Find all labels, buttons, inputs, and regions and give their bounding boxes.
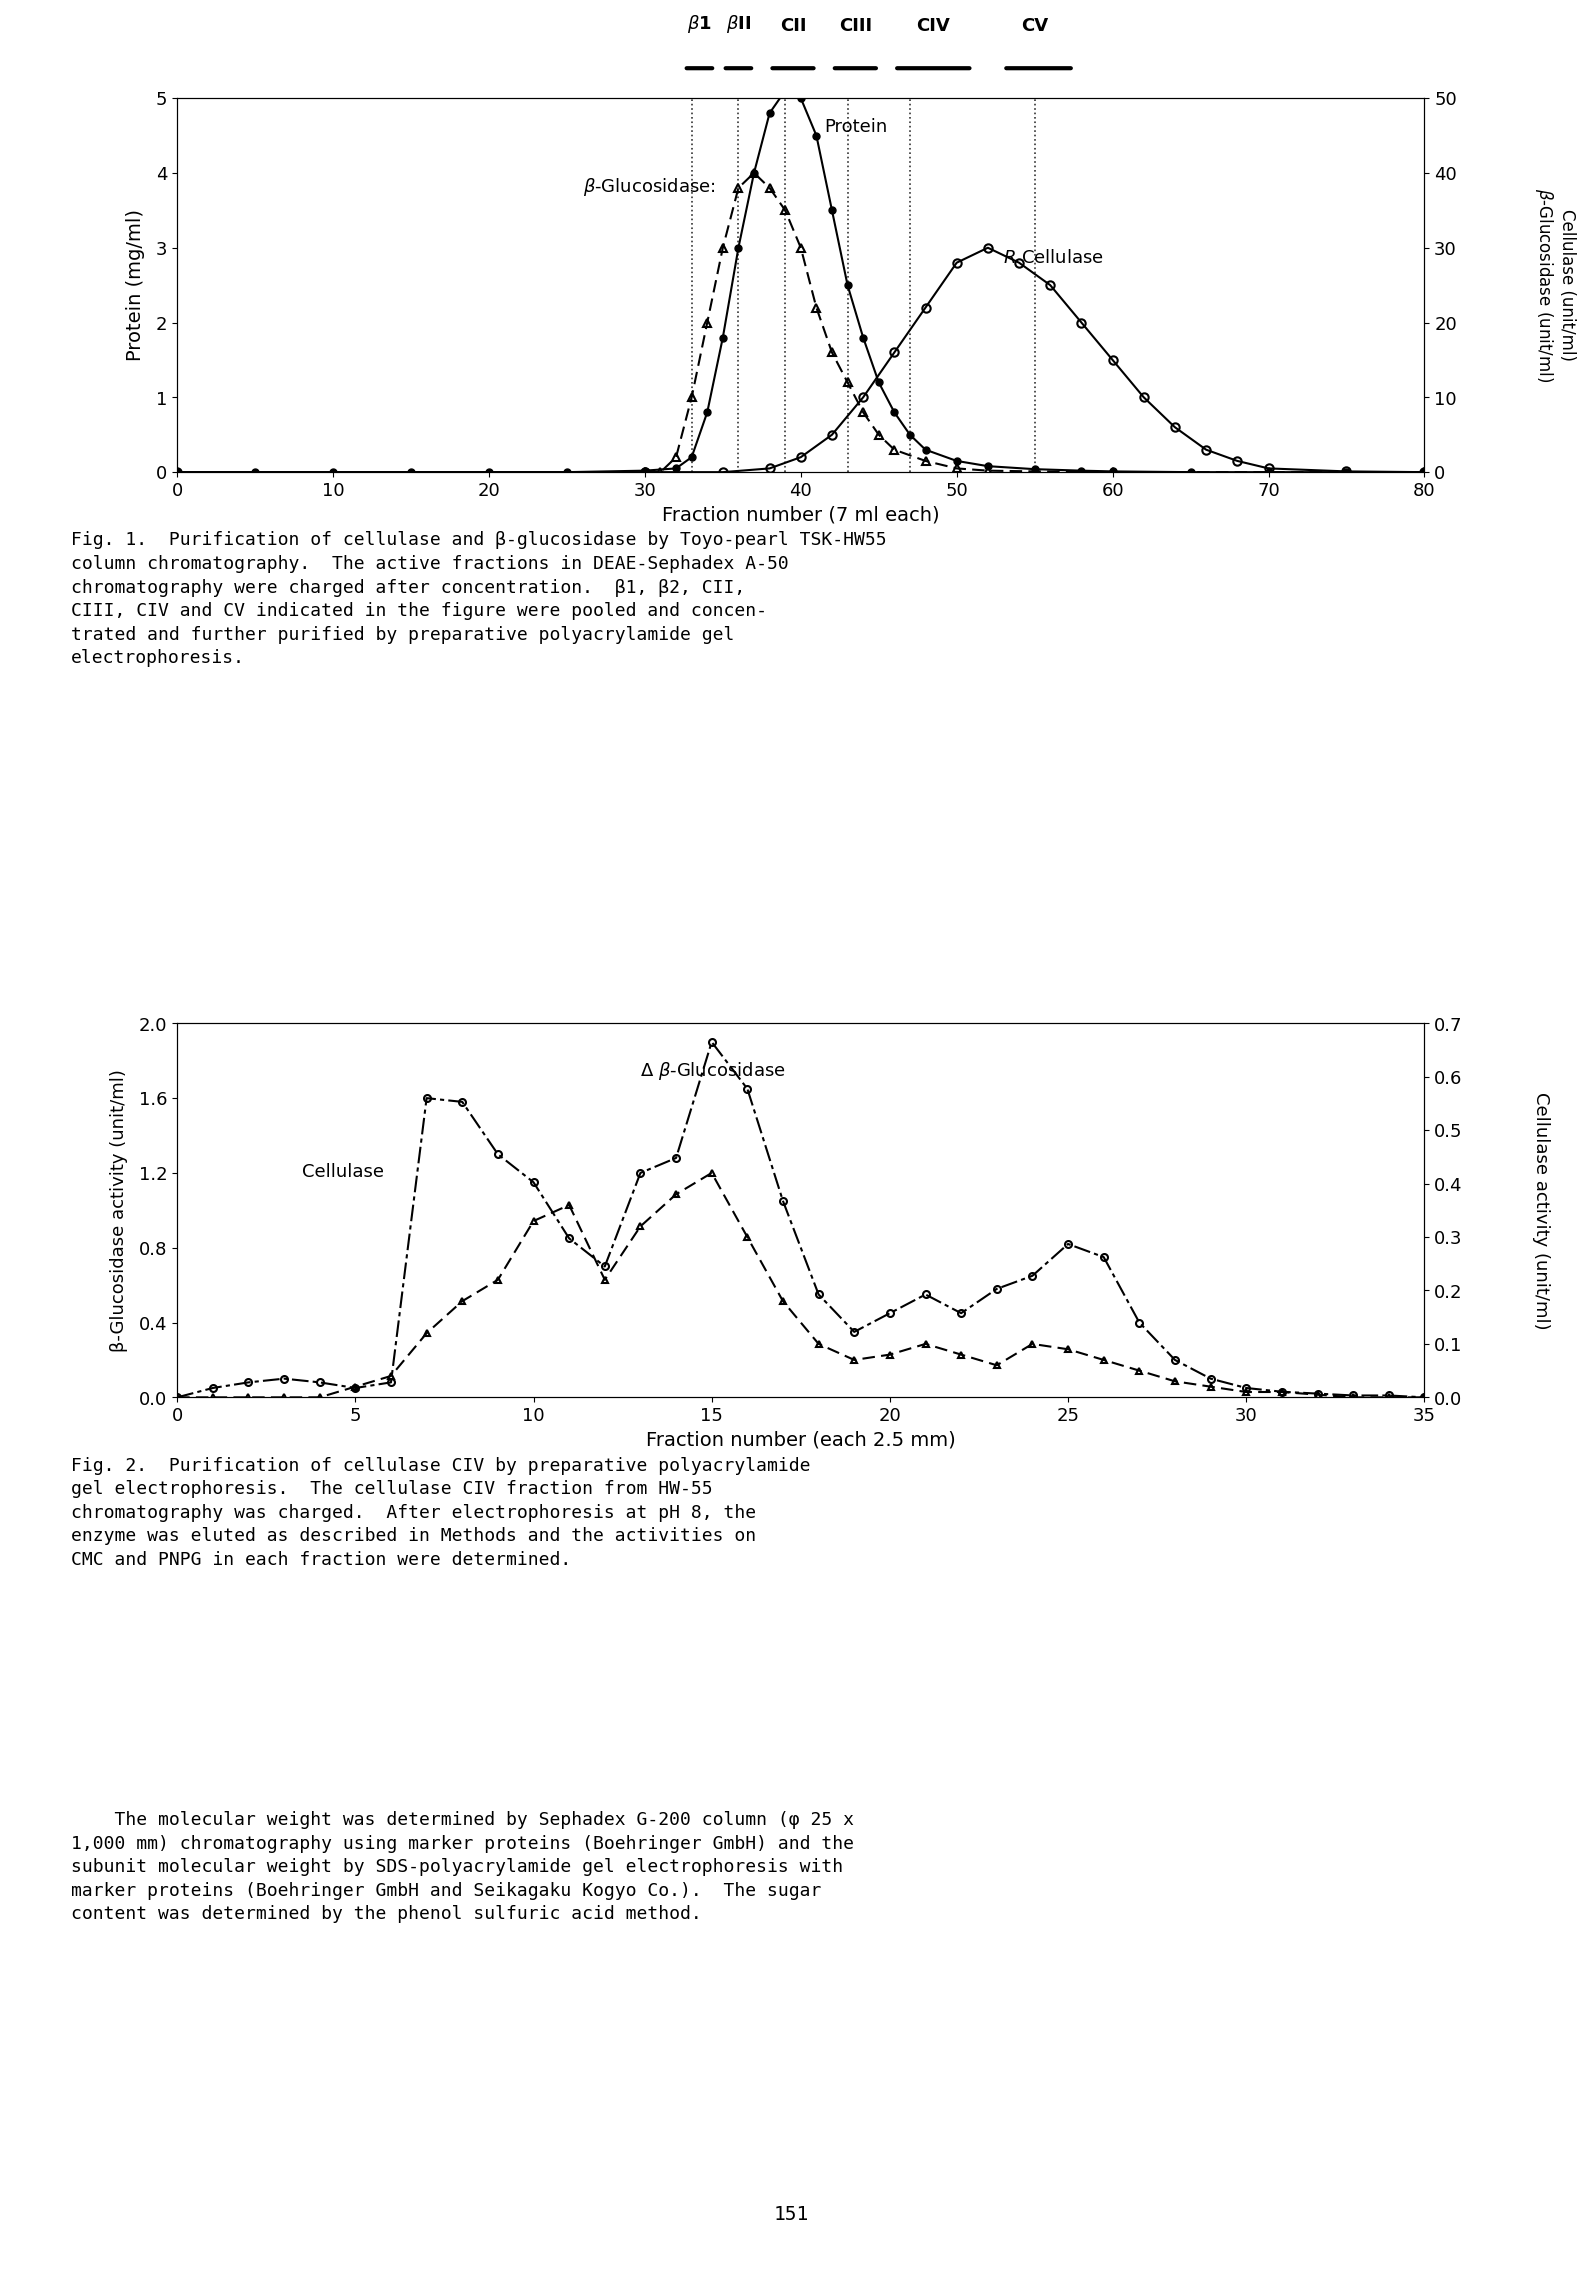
- Text: CIV: CIV: [915, 16, 950, 34]
- Text: CIII: CIII: [838, 16, 871, 34]
- Y-axis label: Cellulase (unit/ml)
$\beta$-Glucosidase (unit/ml): Cellulase (unit/ml) $\beta$-Glucosidase …: [1532, 188, 1576, 383]
- Text: Fig. 2.  Purification of cellulase CIV by preparative polyacrylamide
gel electro: Fig. 2. Purification of cellulase CIV by…: [71, 1457, 809, 1568]
- Text: Protein: Protein: [824, 118, 887, 136]
- Text: $\beta$-Glucosidase:: $\beta$-Glucosidase:: [582, 177, 715, 197]
- Text: 151: 151: [773, 2205, 808, 2224]
- Text: $\Delta$ $\beta$-Glucosidase: $\Delta$ $\beta$-Glucosidase: [640, 1060, 786, 1082]
- Text: CV: CV: [1020, 16, 1048, 34]
- Y-axis label: Protein (mg/ml): Protein (mg/ml): [126, 209, 145, 361]
- Text: Fig. 1.  Purification of cellulase and β-glucosidase by Toyo-pearl TSK-HW55
colu: Fig. 1. Purification of cellulase and β-…: [71, 531, 885, 667]
- Text: $\it{R}$ Cellulase: $\it{R}$ Cellulase: [1002, 250, 1104, 268]
- Text: $\beta$1: $\beta$1: [686, 14, 711, 34]
- Y-axis label: β-Glucosidase activity (unit/ml): β-Glucosidase activity (unit/ml): [109, 1069, 128, 1352]
- Text: $\beta$II: $\beta$II: [726, 14, 751, 34]
- X-axis label: Fraction number (each 2.5 mm): Fraction number (each 2.5 mm): [645, 1432, 955, 1450]
- X-axis label: Fraction number (7 ml each): Fraction number (7 ml each): [661, 506, 939, 524]
- Y-axis label: Cellulase activity (unit/ml): Cellulase activity (unit/ml): [1532, 1091, 1549, 1330]
- Text: Cellulase: Cellulase: [302, 1162, 384, 1180]
- Text: CII: CII: [779, 16, 806, 34]
- Text: The molecular weight was determined by Sephadex G-200 column (φ 25 x
1,000 mm) c: The molecular weight was determined by S…: [71, 1811, 854, 1924]
